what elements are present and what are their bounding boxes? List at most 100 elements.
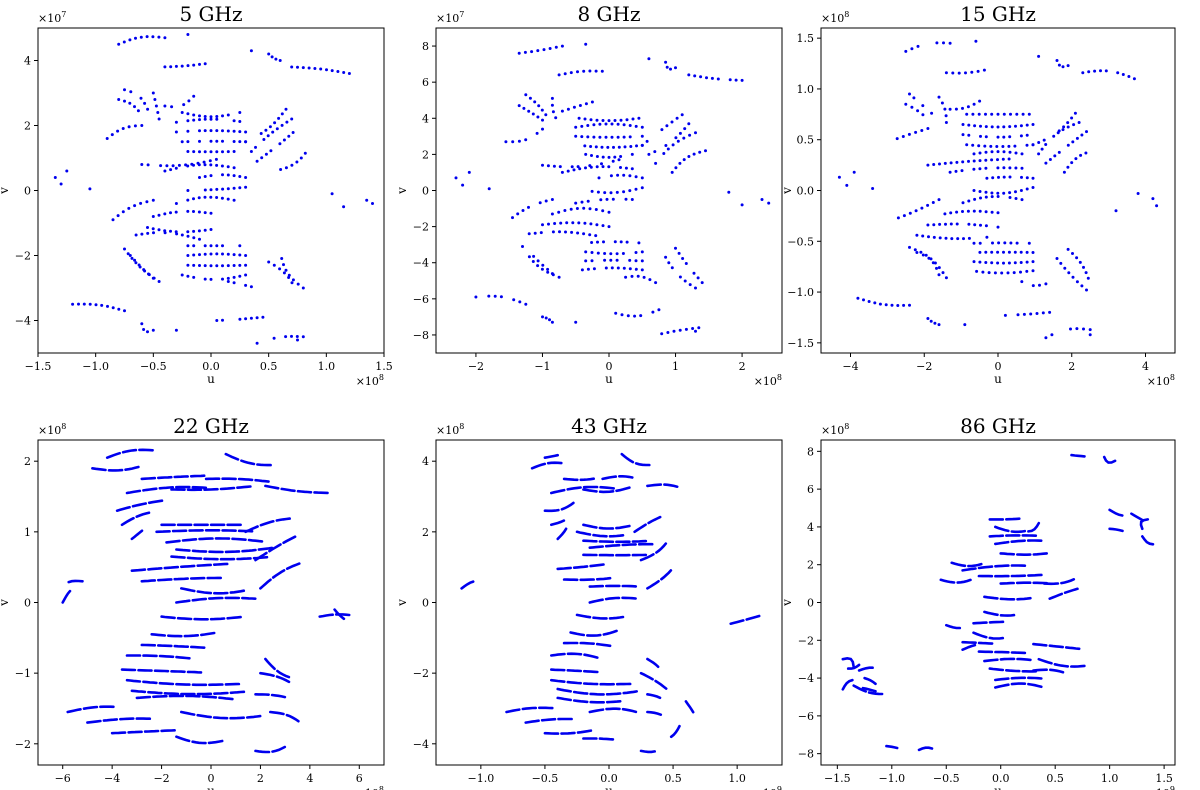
uv-track-segment <box>605 692 622 696</box>
uv-point <box>931 261 935 265</box>
uv-point <box>548 47 552 50</box>
y-axis-offset-label: ×108 <box>821 10 849 25</box>
uv-point <box>1002 250 1005 254</box>
uv-track-segment <box>550 519 566 527</box>
uv-point <box>511 140 515 144</box>
uv-point <box>221 244 224 248</box>
uv-point <box>1019 270 1022 274</box>
uv-point <box>628 135 632 139</box>
x-tick-label: 0.5 <box>1046 772 1064 785</box>
uv-point <box>1044 143 1048 146</box>
uv-point <box>550 212 554 216</box>
uv-point <box>163 231 167 235</box>
uv-point <box>1066 64 1070 68</box>
uv-point <box>558 165 562 169</box>
uv-point <box>610 122 614 126</box>
uv-point <box>592 267 596 271</box>
uv-point <box>524 138 528 142</box>
x-tick-label: 0.0 <box>600 772 618 785</box>
uv-point <box>238 130 242 134</box>
uv-point <box>244 140 248 144</box>
uv-track-segment <box>556 696 572 702</box>
uv-point <box>226 264 230 268</box>
uv-point <box>595 165 599 169</box>
x-tick-label: 1.0 <box>1101 772 1119 785</box>
uv-track-segment <box>1027 676 1043 680</box>
uv-point <box>1015 112 1019 116</box>
uv-point <box>908 92 911 96</box>
uv-point <box>590 251 594 254</box>
uv-point <box>180 140 184 144</box>
uv-track-segment <box>224 452 240 461</box>
uv-track-segment <box>988 620 1005 624</box>
uv-point <box>990 158 994 162</box>
uv-point <box>1073 111 1077 115</box>
x-tick-label: 0.0 <box>992 772 1010 785</box>
uv-point <box>1020 166 1024 170</box>
uv-point <box>157 228 161 232</box>
uv-point <box>140 124 144 127</box>
uv-point <box>586 135 590 139</box>
uv-point <box>667 261 671 265</box>
uv-track-segment <box>229 589 246 594</box>
uv-point <box>232 129 236 133</box>
uv-point <box>978 241 982 245</box>
y-tick-label: −1.0 <box>787 286 814 299</box>
uv-point <box>637 241 641 245</box>
x-tick-label: 0.5 <box>664 772 682 785</box>
uv-point <box>1061 65 1065 69</box>
uv-point <box>82 302 86 306</box>
uv-track-segment <box>333 608 346 621</box>
uv-track-segment <box>994 564 1010 568</box>
uv-track-segment <box>988 667 1005 672</box>
uv-track-segment <box>621 707 638 714</box>
uv-point <box>221 150 224 154</box>
uv-point <box>295 160 299 164</box>
uv-point <box>142 268 146 272</box>
uv-track-segment <box>271 745 287 753</box>
uv-point <box>301 66 305 70</box>
uv-point <box>586 199 590 203</box>
uv-point <box>1114 209 1118 213</box>
y-axis-offset-label: ×107 <box>436 10 464 25</box>
uv-track-segment <box>285 562 301 570</box>
uv-track-segment <box>153 669 170 673</box>
uv-point <box>582 206 586 210</box>
uv-point <box>261 315 265 319</box>
uv-point <box>269 149 273 153</box>
uv-track-segment <box>582 539 598 543</box>
uv-point <box>1025 269 1029 273</box>
uv-point <box>493 294 497 298</box>
uv-point <box>238 111 242 114</box>
y-tick-label: 2 <box>422 526 429 539</box>
y-tick-label: 2 <box>24 455 31 468</box>
uv-track-segment <box>588 598 604 604</box>
uv-point <box>198 264 201 267</box>
y-tick-label: 2 <box>24 120 31 133</box>
uv-point <box>607 119 611 123</box>
uv-point <box>557 275 561 279</box>
uv-point <box>215 187 219 191</box>
uv-point <box>203 228 207 232</box>
uv-point <box>640 176 644 180</box>
uv-point <box>619 240 623 244</box>
uv-point <box>244 176 248 179</box>
uv-point <box>684 327 688 331</box>
uv-point <box>979 134 982 138</box>
uv-track-segment <box>280 487 296 493</box>
uv-point <box>133 204 137 208</box>
uv-track-segment <box>602 629 618 636</box>
uv-point <box>1066 121 1070 125</box>
uv-point <box>536 49 540 53</box>
uv-point <box>590 259 594 263</box>
uv-point <box>990 112 994 116</box>
uv-point <box>995 145 999 148</box>
uv-point <box>734 78 738 82</box>
uv-point <box>1044 282 1048 286</box>
uv-point <box>186 140 190 144</box>
uv-point <box>914 209 918 213</box>
uv-point <box>139 96 143 100</box>
uv-point <box>910 105 914 109</box>
uv-point <box>599 198 603 202</box>
uv-point <box>651 310 655 314</box>
